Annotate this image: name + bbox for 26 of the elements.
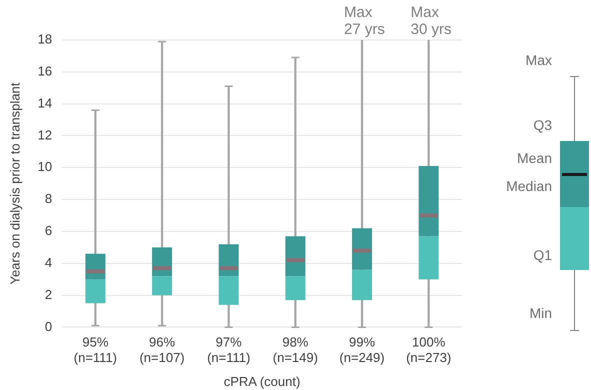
y-tick-label: 4 [44,254,52,270]
text: Max [524,52,552,68]
text: Min [528,305,552,321]
text: Median [505,178,552,194]
x-tick-label: 99% (n=249) [339,334,385,366]
x-tick-label: 100% (n=273) [406,334,452,366]
text: Q1 [532,247,552,263]
y-axis-title: Years on dialysis prior to transplant [7,82,22,285]
y-tick-label: 12 [38,127,52,142]
x-tick-label: 98% (n=149) [272,334,318,366]
text: Max 30 yrs [410,4,452,38]
y-tick-label: 2 [44,286,52,302]
text: Q3 [532,117,552,133]
y-tick-label: 0 [44,318,52,334]
y-tick-label: 18 [38,32,52,47]
y-tick-label: 16 [38,63,52,78]
y-tick-label: 6 [44,223,52,238]
x-tick-label: 95% (n=111) [74,334,118,366]
y-tick-label: 8 [44,191,52,206]
x-axis-title: cPRA (count) [224,374,300,389]
text: Mean [516,150,552,166]
x-tick-label: 97% (n=111) [207,334,250,366]
text: Max 27 yrs [344,4,385,38]
y-tick-label: 10 [38,159,52,174]
x-tick-label: 96% (n=107) [139,334,185,366]
y-tick-label: 14 [38,95,52,110]
